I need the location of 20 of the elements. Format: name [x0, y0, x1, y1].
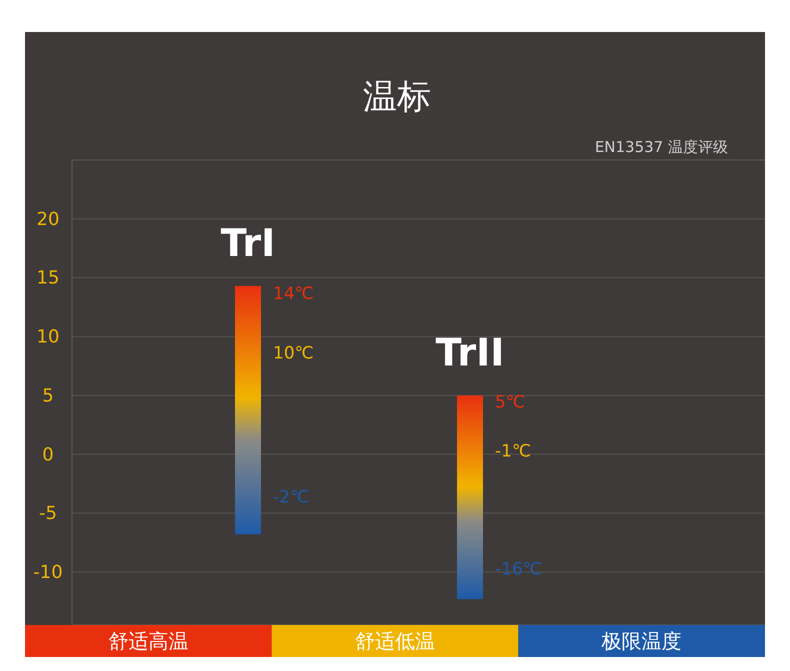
- annotation: 5℃: [495, 392, 525, 413]
- y-tick-label: 0: [42, 444, 54, 466]
- y-tick-label: 10: [36, 326, 60, 348]
- y-tick-label: 20: [36, 208, 60, 230]
- text: 舒适低温: [355, 629, 435, 653]
- chart-title: 温标: [363, 77, 431, 117]
- annotation: -2℃: [273, 488, 310, 508]
- annotation: -16℃: [495, 560, 542, 580]
- annotation: -1℃: [495, 441, 532, 462]
- y-tick-label: -10: [33, 562, 63, 584]
- y-tick-label: -5: [39, 503, 57, 524]
- annotation: 10℃: [273, 344, 314, 364]
- chart-subtitle: EN13537 温度评级: [594, 138, 728, 156]
- y-tick-label: 5: [42, 385, 54, 406]
- text: 极限温度: [600, 629, 682, 653]
- annotation: 14℃: [273, 284, 314, 304]
- text: 舒适高温: [108, 629, 188, 653]
- y-tick-label: 15: [36, 268, 60, 289]
- x-tick-label: TrI: [220, 220, 276, 265]
- x-tick-label: TrII: [436, 330, 504, 374]
